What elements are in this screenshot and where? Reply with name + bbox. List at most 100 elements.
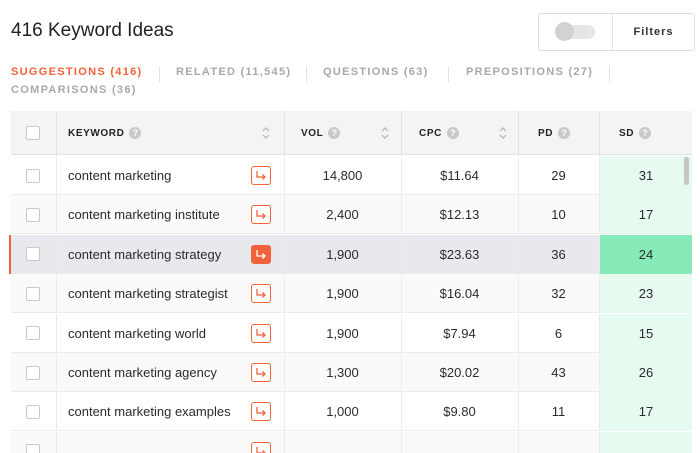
tab-divider: [159, 66, 160, 82]
column-divider: [518, 313, 519, 353]
column-header-vol[interactable]: VOL ?: [301, 111, 341, 155]
column-divider: [401, 353, 402, 392]
open-keyword-button[interactable]: [251, 323, 271, 343]
column-divider: [56, 234, 57, 274]
row-checkbox[interactable]: [26, 247, 40, 262]
row-checkbox[interactable]: [26, 207, 40, 222]
info-icon[interactable]: ?: [328, 127, 341, 139]
info-icon[interactable]: ?: [446, 127, 459, 139]
tab-prepositions[interactable]: PREPOSITIONS (27): [466, 66, 594, 78]
table-row[interactable]: [11, 431, 692, 453]
arrow-right-icon: [256, 407, 266, 417]
column-divider: [401, 195, 402, 235]
keyword-cell[interactable]: content marketing agency: [68, 365, 217, 380]
toolbar: Filters: [538, 13, 695, 51]
sd-cell: [600, 431, 692, 453]
column-divider: [56, 195, 57, 235]
keyword-cell[interactable]: content marketing strategy: [68, 246, 222, 262]
row-checkbox[interactable]: [26, 365, 40, 380]
open-keyword-button[interactable]: [251, 363, 271, 382]
open-keyword-button[interactable]: [251, 166, 271, 185]
select-all-checkbox[interactable]: [26, 126, 40, 140]
tab-comparisons[interactable]: COMPARISONS (36): [11, 84, 137, 96]
row-checkbox-cell: [26, 156, 40, 195]
open-keyword-button[interactable]: [251, 244, 271, 264]
table-row[interactable]: content marketing strategist 1,900 $16.04 3…: [11, 274, 692, 314]
vol-cell: 1,300: [326, 365, 359, 380]
info-icon[interactable]: ?: [558, 127, 571, 139]
sort-icon[interactable]: [498, 125, 508, 141]
pd-cell: 32: [551, 286, 566, 302]
sort-icon[interactable]: [380, 125, 390, 141]
column-divider: [599, 274, 600, 314]
column-divider: [401, 274, 402, 314]
column-divider: [599, 234, 600, 274]
toggle-knob[interactable]: [554, 22, 574, 41]
row-checkbox[interactable]: [26, 404, 40, 419]
column-divider: [56, 431, 57, 453]
table-row[interactable]: content marketing strategy 1,900 $23.63 36 2…: [9, 234, 692, 274]
table-row[interactable]: content marketing examples 1,000 $9.80 11 17: [11, 392, 692, 432]
pd-cell: 29: [551, 168, 566, 183]
column-divider: [284, 195, 285, 235]
open-keyword-button[interactable]: [251, 441, 271, 453]
vol-cell: 14,800: [322, 168, 363, 183]
tab-suggestions[interactable]: SUGGESTIONS (416): [11, 66, 143, 78]
column-header-cpc[interactable]: CPC ?: [419, 111, 459, 155]
row-checkbox[interactable]: [26, 326, 40, 341]
row-checkbox[interactable]: [26, 168, 40, 183]
column-divider: [401, 234, 402, 274]
view-toggle[interactable]: [554, 22, 595, 41]
column-divider: [518, 234, 519, 274]
table-row[interactable]: content marketing world 1,900 $7.94 6 15: [11, 313, 692, 353]
row-checkbox-cell: [26, 235, 40, 274]
page-title: 416 Keyword Ideas: [11, 20, 174, 41]
cpc-cell: $16.04: [439, 286, 480, 302]
column-divider: [284, 156, 285, 195]
column-header-sd[interactable]: SD ?: [619, 111, 652, 155]
arrow-right-icon: [256, 328, 266, 338]
column-header-keyword[interactable]: KEYWORD ?: [68, 111, 142, 155]
sd-cell: 31: [600, 156, 692, 195]
keyword-cell[interactable]: content marketing examples: [68, 404, 231, 420]
sort-icon[interactable]: [261, 125, 271, 141]
pd-cell: 43: [551, 365, 566, 380]
table-row[interactable]: content marketing institute 2,400 $12.13 10…: [11, 195, 692, 235]
column-divider: [599, 431, 600, 453]
row-checkbox-cell: [26, 432, 40, 453]
info-icon[interactable]: ?: [129, 127, 142, 139]
pd-cell: 10: [551, 207, 566, 223]
table-row[interactable]: content marketing agency 1,300 $20.02 43 26: [11, 353, 692, 392]
info-icon[interactable]: ?: [639, 127, 652, 139]
keyword-cell[interactable]: content marketing: [68, 168, 172, 183]
filters-button[interactable]: Filters: [633, 26, 674, 38]
row-checkbox-cell: [26, 274, 40, 313]
tab-related[interactable]: RELATED (11,545): [176, 66, 292, 78]
vol-cell: 2,400: [326, 207, 359, 223]
column-divider: [284, 274, 285, 314]
open-keyword-button[interactable]: [251, 284, 271, 304]
column-divider: [599, 313, 600, 353]
table-row[interactable]: content marketing 14,800 $11.64 29 31: [11, 156, 692, 195]
arrow-right-icon: [256, 446, 266, 453]
open-keyword-button[interactable]: [251, 402, 271, 422]
row-checkbox[interactable]: [26, 286, 40, 301]
column-divider: [518, 353, 519, 392]
row-checkbox-cell: [26, 195, 40, 234]
cpc-cell: $9.80: [443, 404, 476, 420]
vol-cell: 1,900: [326, 246, 359, 262]
row-checkbox[interactable]: [26, 444, 40, 453]
column-divider: [56, 111, 57, 155]
column-divider: [518, 111, 519, 155]
keyword-cell[interactable]: content marketing institute: [68, 207, 220, 223]
column-header-pd[interactable]: PD ?: [538, 111, 571, 155]
open-keyword-button[interactable]: [251, 205, 271, 225]
column-label-keyword: KEYWORD: [68, 127, 125, 139]
scrollbar-thumb[interactable]: [684, 157, 689, 185]
keyword-cell[interactable]: content marketing strategist: [68, 286, 228, 302]
tab-questions[interactable]: QUESTIONS (63): [323, 66, 429, 78]
column-divider: [284, 234, 285, 274]
column-divider: [518, 392, 519, 432]
keyword-cell[interactable]: content marketing world: [68, 325, 207, 341]
table-header: KEYWORD ? VOL ? CPC ? PD ?: [11, 111, 692, 155]
